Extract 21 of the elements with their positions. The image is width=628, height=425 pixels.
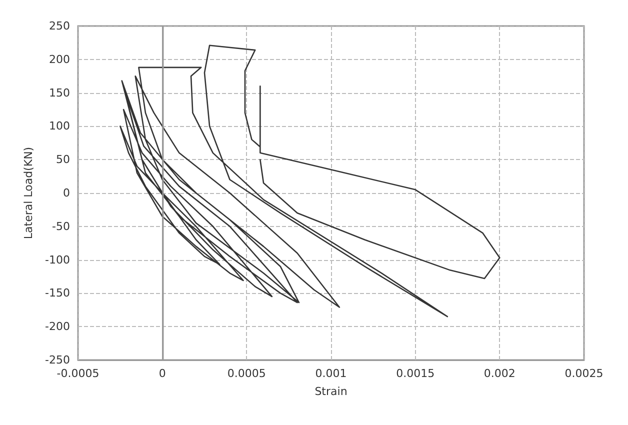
y-tick-label: 150 <box>49 86 70 100</box>
x-tick-label: 0.0015 <box>396 367 435 380</box>
y-tick-label: 200 <box>49 52 70 66</box>
y-axis-title: Lateral Load(KN) <box>22 146 35 240</box>
line-series <box>120 44 500 318</box>
x-tick-label: 0.002 <box>484 367 516 380</box>
x-tick-label: 0.0005 <box>227 367 266 380</box>
x-tick-label: 0.0025 <box>564 367 604 380</box>
x-tick-label: -0.0005 <box>56 367 100 380</box>
x-axis-title: Strain <box>314 385 348 398</box>
y-tick-label: -200 <box>45 320 70 334</box>
y-tick-label: -100 <box>45 253 70 266</box>
x-tick-label: 0 <box>158 367 166 380</box>
y-tick-label: 50 <box>56 153 70 166</box>
y-tick-label: -150 <box>45 286 70 300</box>
x-tick-label: 0.001 <box>315 367 347 380</box>
y-tick-label: 0 <box>63 186 70 200</box>
y-tick-label: -50 <box>52 220 70 233</box>
y-tick-label: 100 <box>49 120 70 133</box>
y-tick-label: -250 <box>45 354 70 366</box>
y-tick-label: 250 <box>49 20 70 32</box>
